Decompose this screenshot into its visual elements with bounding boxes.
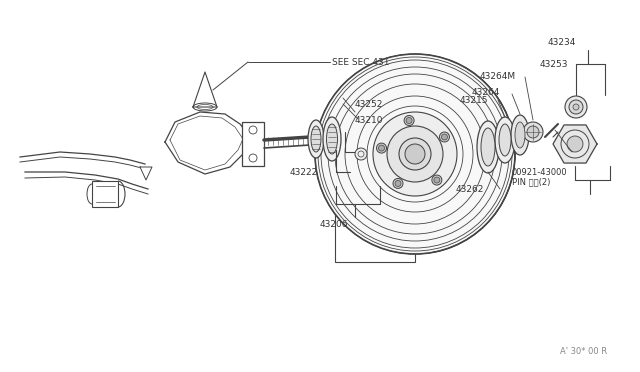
Text: 43264M: 43264M [480,71,516,80]
Ellipse shape [308,120,324,158]
Circle shape [406,118,412,124]
Ellipse shape [311,126,321,152]
Circle shape [440,132,449,142]
Circle shape [395,180,401,186]
Circle shape [523,122,543,142]
Circle shape [432,175,442,185]
Text: A' 30* 00 R: A' 30* 00 R [560,347,607,356]
Circle shape [565,96,587,118]
Circle shape [355,148,367,160]
Text: 43215: 43215 [460,96,488,105]
Circle shape [434,177,440,183]
Polygon shape [553,125,597,163]
Text: 43252: 43252 [355,99,383,109]
Text: 43264: 43264 [472,87,500,96]
Circle shape [569,100,583,114]
Ellipse shape [511,115,529,155]
Circle shape [387,126,443,182]
Polygon shape [165,112,250,174]
Circle shape [567,136,583,152]
Circle shape [573,104,579,110]
Circle shape [527,126,539,138]
Text: 43210: 43210 [355,115,383,125]
Ellipse shape [481,128,495,166]
Text: 43222: 43222 [290,167,318,176]
Ellipse shape [477,121,499,173]
Text: 43234: 43234 [548,38,577,46]
Text: SEE SEC.431: SEE SEC.431 [332,58,390,67]
Polygon shape [140,167,152,180]
Circle shape [399,138,431,170]
Bar [92,181,118,207]
Ellipse shape [515,122,525,148]
Circle shape [404,116,414,125]
Ellipse shape [499,124,511,156]
Text: PIN ピン(2): PIN ピン(2) [512,177,550,186]
Bar [335,187,415,262]
Ellipse shape [495,117,515,163]
Text: 43206: 43206 [320,219,349,228]
Circle shape [373,112,457,196]
Text: 43253: 43253 [540,60,568,68]
Circle shape [376,143,387,153]
Text: 43262: 43262 [456,185,484,193]
Circle shape [315,54,515,254]
Text: 00921-43000: 00921-43000 [512,167,568,176]
Bar [242,122,264,166]
Polygon shape [193,72,217,107]
Circle shape [405,144,425,164]
Ellipse shape [326,124,337,154]
Circle shape [378,145,385,151]
Circle shape [393,179,403,189]
Ellipse shape [323,117,341,161]
Circle shape [442,134,447,140]
